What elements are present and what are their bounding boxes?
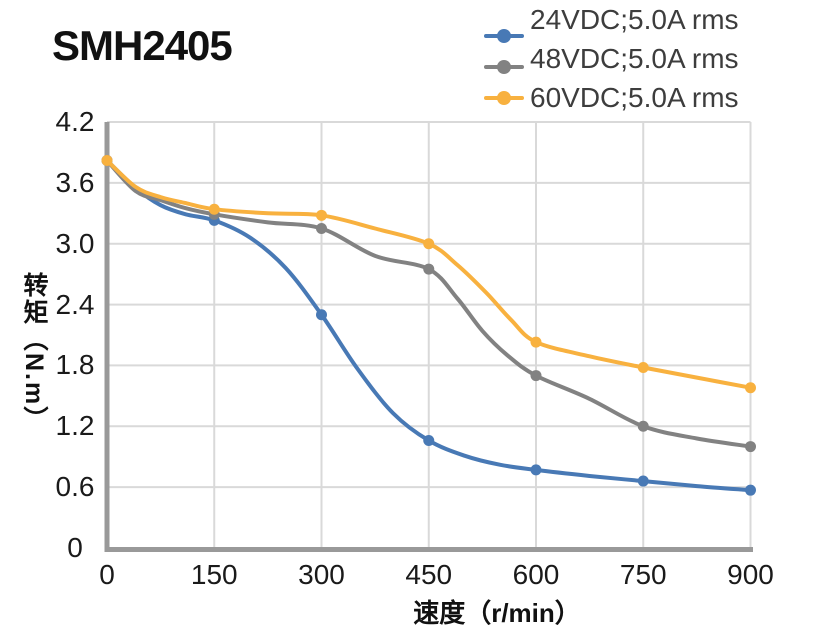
data-point-marker-24vdc-5-0a-rms (637, 475, 649, 487)
data-point-marker-24vdc-5-0a-rms (530, 464, 542, 476)
legend-marker-icon-48vdc-5-0a-rms (484, 60, 524, 74)
data-point-marker-48vdc-5-0a-rms (745, 441, 756, 453)
legend-label-24vdc-5-0a-rms: 24VDC;5.0A rms (530, 4, 739, 35)
x-tick-label: 150 (190, 559, 238, 590)
x-axis-title: 速度（r/min） (413, 598, 581, 628)
legend-dot-icon (497, 29, 511, 43)
data-point-marker-24vdc-5-0a-rms (423, 434, 435, 446)
data-point-marker-60vdc-5-0a-rms (530, 336, 542, 348)
data-point-marker-24vdc-5-0a-rms (745, 484, 756, 496)
legend-marker-icon-24vdc-5-0a-rms (484, 29, 524, 43)
data-point-marker-24vdc-5-0a-rms (316, 309, 327, 321)
y-tick-label: 0.6 (55, 471, 95, 503)
legend-marker-icon-60vdc-5-0a-rms (484, 91, 524, 105)
y-tick-label: 4.2 (55, 106, 95, 137)
legend-label-48vdc-5-0a-rms: 48VDC;5.0A rms (530, 43, 739, 74)
x-tick-label: 900 (727, 559, 774, 590)
legend-dot-icon (497, 91, 511, 105)
data-point-marker-60vdc-5-0a-rms (745, 382, 756, 394)
x-tick-label: 450 (405, 559, 453, 590)
x-tick-label: 600 (512, 559, 560, 590)
y-tick-label: 2.4 (55, 288, 95, 320)
x-tick-label: 0 (99, 559, 115, 590)
data-point-marker-60vdc-5-0a-rms (316, 209, 327, 221)
data-point-marker-60vdc-5-0a-rms (208, 203, 220, 215)
data-point-marker-48vdc-5-0a-rms (423, 263, 435, 275)
x-tick-label: 300 (298, 559, 345, 590)
series-line-24vdc-5-0a-rms (105, 158, 753, 493)
data-point-marker-48vdc-5-0a-rms (316, 223, 327, 234)
y-tick-label: 3.6 (55, 166, 95, 198)
y-tick-label: 0 (67, 532, 83, 563)
legend-dot-icon (497, 60, 511, 74)
y-axis-title: 转矩（N.m） (20, 272, 48, 434)
legend: 24VDC;5.0A rms 48VDC;5.0A rms 60VDC;5.0A r… (0, 0, 831, 120)
data-point-marker-60vdc-5-0a-rms (423, 238, 435, 250)
data-point-marker-60vdc-5-0a-rms (101, 155, 113, 167)
y-tick-label: 3.0 (55, 227, 95, 259)
data-point-marker-48vdc-5-0a-rms (637, 420, 649, 432)
legend-label-60vdc-5-0a-rms: 60VDC;5.0A rms (530, 82, 739, 113)
x-tick-label: 750 (619, 559, 667, 590)
chart-title: SMH2405 (52, 22, 233, 69)
data-point-marker-48vdc-5-0a-rms (530, 370, 542, 382)
y-tick-label: 1.8 (55, 349, 95, 381)
y-tick-label: 1.2 (55, 410, 95, 442)
data-point-marker-60vdc-5-0a-rms (637, 361, 649, 373)
